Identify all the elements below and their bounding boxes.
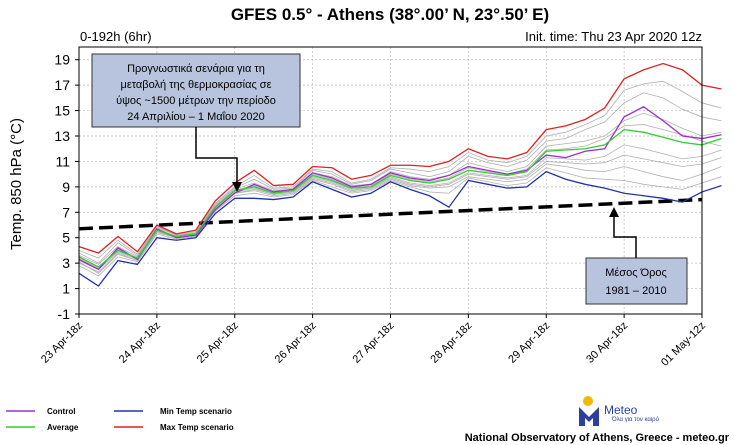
meteo-logo: Meteo Όλα για τον καιρό [579, 396, 660, 426]
annotation-top: Προγνωστικά σενάρια για τη μεταβολή της … [91, 53, 301, 192]
legend-label-min: Min Temp scenario [160, 407, 232, 416]
y-axis-label: Temp. 850 hPa (°C) [8, 118, 25, 250]
series-line-control [78, 105, 722, 271]
y-tick-label: 15 [54, 103, 70, 119]
init-time-label: Init. time: Thu 23 Apr 2020 12z [525, 29, 702, 44]
x-tick-label: 27 Apr-18z [351, 320, 397, 366]
logo-tagline: Όλα για τον καιρό [611, 416, 660, 423]
x-tick-label: 26 Apr-18z [273, 320, 319, 366]
y-tick-label: 13 [54, 128, 70, 144]
logo-m-icon [579, 407, 599, 426]
legend-label-max: Max Temp scenario [160, 423, 234, 432]
series-lines [78, 62, 722, 287]
series-line-max-temp-scenario [78, 62, 722, 254]
x-tick-label: 01 May-12z [659, 320, 708, 369]
chart-title: GFES 0.5° - Athens (38°.00’ N, 23°.50’ E… [231, 5, 549, 24]
credit-text: National Observatory of Athens, Greece -… [465, 432, 730, 444]
annotation-top-line-2: μεταβολή της θερμοκρασίας σε [120, 79, 271, 91]
x-tick-label: 25 Apr-18z [195, 320, 241, 366]
y-tick-label: 7 [62, 204, 70, 220]
annotation-bottom-box [585, 257, 688, 305]
x-tick-label: 28 Apr-18z [428, 320, 474, 366]
legend: Control Average Min Temp scenario Max Te… [6, 407, 234, 432]
x-tick-label: 29 Apr-18z [506, 320, 552, 366]
annotation-bottom-line-2: 1981 – 2010 [605, 285, 666, 297]
ensemble-member-line [78, 92, 722, 264]
legend-label-control: Control [47, 407, 75, 416]
annotation-top-line-1: Προγνωστικά σενάρια για τη [127, 63, 265, 75]
series-line-average [78, 128, 722, 268]
ensemble-member-line [78, 144, 722, 270]
annotation-top-line-3: ύψος ~1500 μέτρων την περίοδο [116, 95, 276, 107]
forecast-range-label: 0-192h (6hr) [80, 29, 152, 44]
series-line-min-temp-scenario [78, 170, 722, 287]
x-tick-labels: 23 Apr-18z 24 Apr-18z 25 Apr-18z 26 Apr-18z… [39, 314, 708, 369]
y-tick-label: 3 [62, 255, 70, 271]
logo-name: Meteo [604, 403, 638, 417]
y-tick-label: 19 [54, 52, 70, 68]
ensemble-member-line [78, 167, 722, 277]
annotation-top-line-4: 24 Απριλίου – 1 Μαΐου 2020 [127, 111, 264, 123]
climatology-line [78, 197, 703, 231]
ensemble-member-line [78, 80, 722, 259]
y-tick-label: 9 [62, 179, 70, 195]
annotation-bottom-arrowhead [609, 207, 619, 217]
x-tick-label: 23 Apr-18z [39, 320, 85, 366]
annotation-top-arrow [195, 127, 238, 184]
annotation-top-box [91, 53, 301, 128]
y-tick-label: 5 [62, 230, 70, 246]
y-tick-label: -1 [58, 306, 71, 322]
annotation-bottom-arrow [613, 215, 637, 258]
ensemble-member-line [78, 124, 722, 269]
logo-sun-icon [583, 396, 593, 406]
x-tick-label: 24 Apr-18z [117, 320, 163, 366]
y-tick-label: 11 [55, 153, 70, 169]
legend-label-average: Average [47, 423, 79, 432]
y-tick-label: 17 [54, 77, 70, 93]
climatology-layer [78, 197, 703, 231]
annotation-bottom: Μέσος Όρος 1981 – 2010 [585, 207, 688, 305]
x-tick-label: 30 Apr-18z [584, 320, 630, 366]
annotation-bottom-line-1: Μέσος Όρος [605, 267, 667, 279]
annotation-top-arrowhead [232, 182, 242, 192]
y-tick-label: 1 [62, 281, 70, 297]
